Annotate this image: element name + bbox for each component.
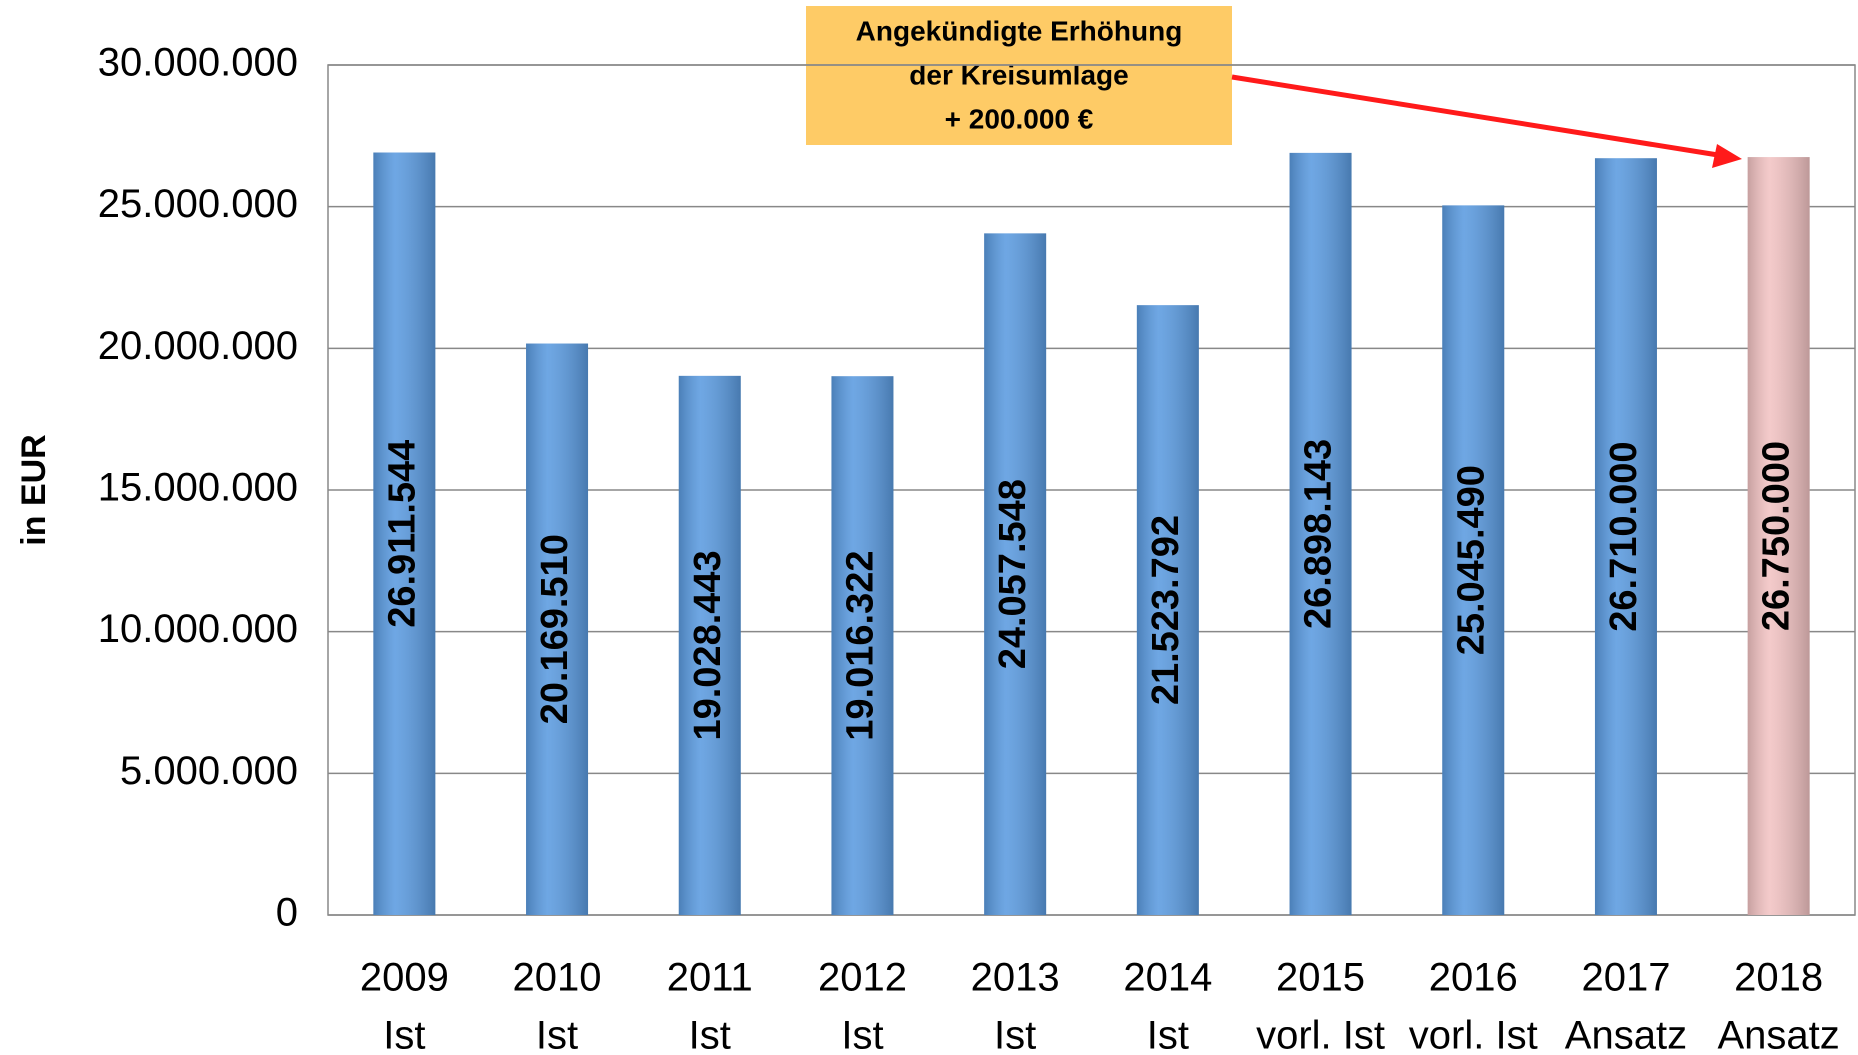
x-tick-label: Ansatz <box>1565 1014 1687 1055</box>
annotation-text: Angekündigte Erhöhung <box>856 15 1183 46</box>
y-tick-label: 0 <box>276 891 298 935</box>
x-tick-label: Ist <box>994 1014 1036 1055</box>
value-label: 20.169.510 <box>534 534 576 724</box>
value-label: 19.016.322 <box>839 551 881 741</box>
x-tick-label: 2016 <box>1429 956 1518 1000</box>
x-tick-label: 2018 <box>1734 956 1823 1000</box>
value-label: 19.028.443 <box>687 550 729 740</box>
annotation-text: der Kreisumlage <box>909 59 1128 90</box>
y-tick-label: 30.000.000 <box>98 41 298 85</box>
annotation-arrow <box>1231 74 1719 158</box>
x-tick-label: 2012 <box>818 956 907 1000</box>
x-tick-label: Ist <box>383 1014 425 1055</box>
x-tick-label: vorl. Ist <box>1409 1014 1538 1055</box>
value-label: 21.523.792 <box>1145 515 1187 705</box>
x-tick-label: 2014 <box>1123 956 1212 1000</box>
value-label: 26.710.000 <box>1603 442 1645 632</box>
x-tick-label: 2009 <box>360 956 449 1000</box>
value-label: 26.898.143 <box>1298 439 1340 629</box>
y-tick-label: 20.000.000 <box>98 324 298 368</box>
annotation-box <box>806 6 1232 145</box>
x-tick-label: 2011 <box>667 956 753 1000</box>
x-tick-label: Ist <box>536 1014 578 1055</box>
annotation-text: + 200.000 € <box>945 103 1094 134</box>
x-tick-label: 2013 <box>971 956 1060 1000</box>
y-axis-label: in EUR <box>15 434 53 545</box>
x-tick-label: 2017 <box>1581 956 1670 1000</box>
value-label: 26.911.544 <box>381 440 423 628</box>
y-tick-label: 10.000.000 <box>98 607 298 651</box>
y-tick-label: 25.000.000 <box>98 182 298 226</box>
arrow-head <box>1712 144 1742 168</box>
value-label: 25.045.490 <box>1450 465 1492 655</box>
x-tick-label: vorl. Ist <box>1256 1014 1385 1055</box>
value-label: 24.057.548 <box>992 479 1034 669</box>
x-tick-label: Ist <box>689 1014 731 1055</box>
y-tick-label: 5.000.000 <box>120 749 298 793</box>
x-tick-label: 2010 <box>513 956 602 1000</box>
x-tick-label: 2015 <box>1276 956 1365 1000</box>
x-tick-label: Ansatz <box>1718 1014 1840 1055</box>
x-tick-label: Ist <box>1147 1014 1189 1055</box>
value-label: 26.750.000 <box>1756 441 1798 631</box>
x-tick-label: Ist <box>841 1014 883 1055</box>
y-tick-label: 15.000.000 <box>98 466 298 510</box>
